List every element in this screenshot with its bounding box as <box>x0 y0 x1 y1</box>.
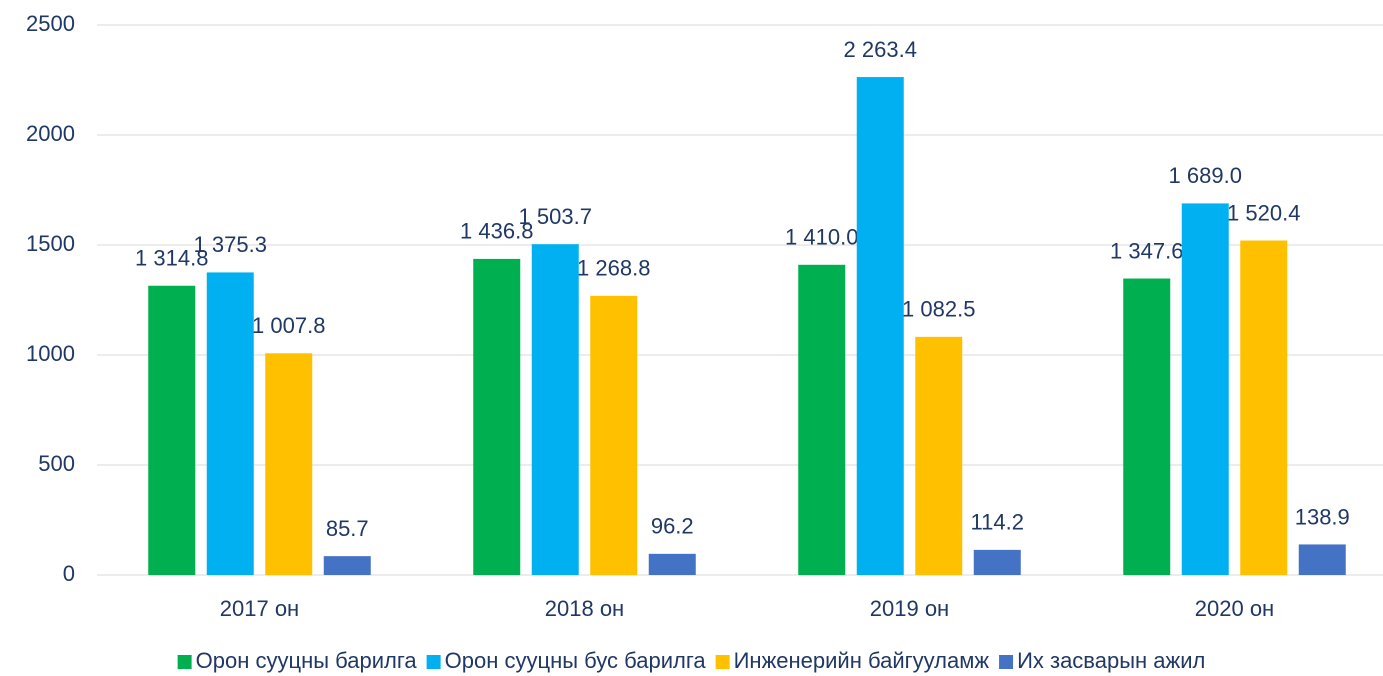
bar <box>148 285 196 575</box>
legend-swatch <box>426 655 441 669</box>
data-label: 1 689.0 <box>1169 163 1242 188</box>
x-tick-label: 2020 он <box>1195 596 1274 621</box>
legend-label: Орон сууцны барилга <box>196 648 418 673</box>
x-tick-label: 2017 он <box>220 596 299 621</box>
data-label: 1 503.7 <box>519 204 592 229</box>
data-label: 1 347.6 <box>1110 238 1183 263</box>
bar <box>973 549 1021 575</box>
data-label: 114.2 <box>971 510 1024 535</box>
legend-swatch <box>715 655 730 669</box>
data-label: 85.7 <box>326 516 369 541</box>
bar <box>915 336 963 575</box>
data-label: 1 375.3 <box>194 232 267 257</box>
bar <box>1123 278 1171 575</box>
legend-label: Орон сууцны бус барилга <box>445 648 707 673</box>
y-tick-label: 2500 <box>26 11 75 36</box>
data-label: 1 520.4 <box>1227 200 1300 225</box>
data-label: 2 263.4 <box>844 37 917 62</box>
x-tick-label: 2018 он <box>545 596 624 621</box>
data-label: 96.2 <box>651 514 694 539</box>
bar <box>206 272 254 575</box>
legend-label: Их засварын ажил <box>1017 648 1205 673</box>
bar <box>590 295 638 575</box>
bar <box>265 353 313 575</box>
data-label: 1 314.8 <box>135 246 208 271</box>
bar <box>323 556 371 575</box>
y-tick-label: 2000 <box>26 121 75 146</box>
bar <box>473 258 521 575</box>
legend-swatch <box>999 655 1014 669</box>
y-tick-label: 1000 <box>26 341 75 366</box>
bar <box>1298 544 1346 575</box>
data-label: 1 436.8 <box>460 219 533 244</box>
bar <box>1240 240 1288 575</box>
bar <box>648 553 696 575</box>
bar <box>1181 203 1229 576</box>
y-tick-label: 500 <box>38 451 75 476</box>
data-label: 138.9 <box>1295 504 1350 529</box>
bar <box>856 77 904 575</box>
y-tick-label: 0 <box>63 561 75 586</box>
data-label: 1 007.8 <box>252 313 325 338</box>
legend-swatch <box>177 655 192 669</box>
legend-label: Инженерийн байгууламж <box>734 648 990 673</box>
bar <box>798 264 846 575</box>
data-label: 1 082.5 <box>902 297 975 322</box>
data-label: 1 410.0 <box>785 225 858 250</box>
x-tick-label: 2019 он <box>870 596 949 621</box>
y-tick-label: 1500 <box>26 231 75 256</box>
bar <box>531 244 579 575</box>
data-label: 1 268.8 <box>577 256 650 281</box>
